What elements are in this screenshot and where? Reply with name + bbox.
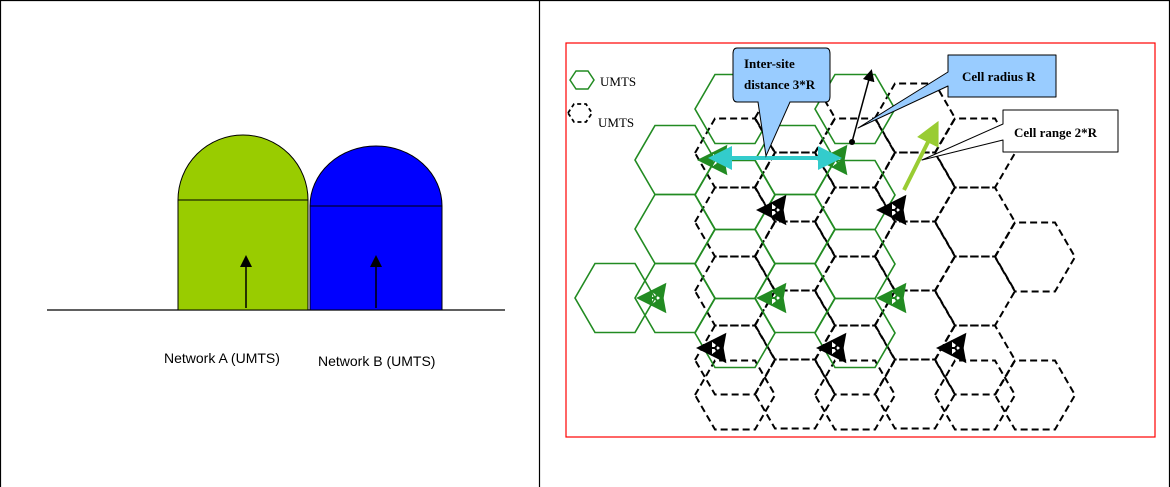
site-tri-sector bbox=[696, 332, 727, 364]
network-a-cell-hex bbox=[634, 193, 716, 265]
network-a-cell-hex bbox=[694, 228, 776, 300]
cell-radius-callout: Cell radius R bbox=[849, 54, 1057, 145]
network-a-cell-hex bbox=[754, 193, 836, 265]
network-b-cell-hex bbox=[993, 221, 1077, 293]
inter-site-callout-line2: distance 3*R bbox=[744, 77, 816, 92]
network-a-label: Network A (UMTS) bbox=[164, 350, 280, 366]
network-a-cell-hex bbox=[694, 297, 776, 369]
legend-solid-label: UMTS bbox=[600, 74, 636, 89]
network-a-cell-hex bbox=[814, 159, 896, 231]
site-tri-sector bbox=[816, 332, 847, 364]
network-a-cell-hex bbox=[814, 228, 896, 300]
legend-dashed-hex-icon bbox=[566, 103, 594, 123]
site-tri-sector bbox=[876, 194, 907, 226]
cell-range-arrow bbox=[902, 120, 939, 191]
network-b-cell-hex bbox=[753, 289, 837, 361]
cell-radius-callout-text: Cell radius R bbox=[962, 69, 1036, 84]
network-b-coverage bbox=[309, 145, 443, 311]
network-b-cell-hex bbox=[873, 220, 957, 292]
cell-center-dot bbox=[849, 139, 855, 145]
network-b-cell-hex bbox=[813, 324, 897, 396]
right-panel: UMTS UMTS Inter-site distance 3*R Cell r… bbox=[565, 42, 1156, 438]
site-tri-sector bbox=[756, 194, 787, 226]
network-b-cell-hex bbox=[933, 186, 1017, 258]
network-b-cell-hex bbox=[873, 289, 957, 361]
network-a-cell-hex bbox=[814, 297, 896, 369]
network-b-cell-hex bbox=[933, 255, 1017, 327]
network-b-cell-hex bbox=[693, 255, 777, 327]
network-b-cell-hex bbox=[873, 151, 957, 223]
legend-dashed-label: UMTS bbox=[598, 115, 634, 130]
hex-grid-frame bbox=[565, 42, 1156, 438]
site-tri-sector bbox=[876, 282, 907, 314]
legend-solid-hex-icon bbox=[569, 70, 595, 90]
site-sector-arrows bbox=[636, 144, 967, 364]
network-b-label: Network B (UMTS) bbox=[318, 353, 435, 369]
site-tri-sector bbox=[936, 332, 967, 364]
network-b-cell-hex bbox=[693, 324, 777, 396]
network-b-cell-hex bbox=[993, 359, 1077, 431]
network-b-cell-hex bbox=[813, 186, 897, 258]
network-b-cell-hex bbox=[753, 358, 837, 430]
network-b-cell-hex bbox=[753, 151, 837, 223]
cell-range-callout-text: Cell range 2*R bbox=[1014, 125, 1098, 140]
network-b-cell-hex bbox=[753, 220, 837, 292]
network-b-cell-hex bbox=[693, 186, 777, 258]
site-tri-sector bbox=[756, 282, 787, 314]
network-b-cell-hex bbox=[813, 255, 897, 327]
site-tri-sector bbox=[636, 282, 667, 314]
network-b-cell-hex bbox=[873, 358, 957, 430]
network-a-cell-hex bbox=[694, 159, 776, 231]
left-panel: Network A (UMTS) Network B (UMTS) bbox=[47, 134, 505, 369]
network-a-coverage bbox=[177, 134, 309, 311]
cell-range-callout: Cell range 2*R bbox=[921, 109, 1119, 161]
legend: UMTS UMTS bbox=[566, 70, 636, 130]
network-a-cell-hex bbox=[634, 262, 716, 334]
inter-site-callout-line1: Inter-site bbox=[744, 56, 795, 71]
inter-site-callout: Inter-site distance 3*R bbox=[732, 47, 831, 158]
network-b-cell-hex bbox=[933, 324, 1017, 396]
